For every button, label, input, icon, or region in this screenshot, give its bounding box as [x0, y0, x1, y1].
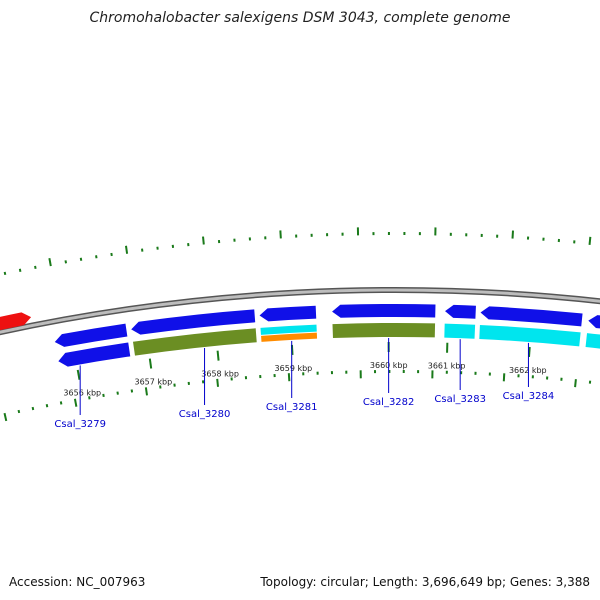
kbp-tick: [527, 346, 531, 358]
feature-tracks: [0, 304, 600, 367]
scale-dot: [574, 379, 577, 388]
blue-gene-arrow: [259, 305, 317, 322]
scale-dot: [18, 268, 22, 272]
scale-dot: [144, 387, 148, 396]
scale-dot: [34, 265, 37, 270]
scale-dot: [202, 236, 205, 245]
scale-dot: [73, 398, 78, 407]
blue-gene-arrow: [332, 304, 436, 318]
red-feature-arrow: [0, 312, 32, 331]
gene-label: Csal_3283: [434, 394, 486, 405]
gene-label: Csal_3284: [503, 391, 555, 402]
blue-gene-arrow: [445, 304, 476, 319]
kbp-tick: [216, 350, 220, 361]
kbp-tick: [148, 358, 153, 369]
scale-dot: [45, 404, 49, 408]
blue-gene-arrow: [588, 315, 600, 329]
scale-dot: [124, 245, 129, 254]
blue-gene-arrow: [54, 323, 128, 347]
gene-feature-band: [585, 333, 600, 349]
scale-dot: [88, 396, 91, 400]
gene-feature-band: [132, 328, 257, 356]
scale-dot: [31, 406, 35, 411]
scale-dot: [216, 378, 220, 387]
gene-feature-band: [332, 322, 436, 339]
blue-gene-arrow: [480, 306, 583, 327]
genome-backbone: [0, 287, 600, 336]
scale-dot: [17, 409, 21, 414]
kbp-tick-label: 3662 kbp: [509, 366, 547, 375]
kbp-tick-label: 3658 kbp: [201, 370, 239, 379]
gene-label: Csal_3281: [266, 402, 318, 413]
kbp-tick-label: 3659 kbp: [275, 364, 313, 373]
kbp-tick-label: 3656 kbp: [63, 388, 101, 397]
scale-dot: [59, 401, 63, 405]
scale-dot: [3, 412, 8, 422]
gene-label: Csal_3280: [179, 409, 231, 420]
scale-dots: [3, 227, 592, 422]
gene-feature-band: [260, 324, 317, 335]
blue-gene-arrow: [131, 309, 256, 335]
scale-dot: [64, 260, 68, 264]
scale-dot: [588, 236, 592, 245]
kbp-tick-label: 3661 kbp: [428, 362, 466, 371]
gene-labels: Csal_3279 Csal_3280 Csal_3281 Csal_3282 Csal…: [54, 338, 554, 430]
gene-label: Csal_3279: [54, 419, 106, 430]
kbp-tick: [76, 369, 81, 380]
gene-feature-band: [479, 324, 581, 347]
gene-feature-band: [444, 323, 476, 339]
accession-text: Accession: NC_007963: [9, 575, 146, 589]
gene-label: Csal_3282: [363, 397, 415, 408]
scale-dot: [3, 271, 7, 276]
scale-dot: [48, 257, 52, 267]
kbp-tick-label: 3657 kbp: [134, 377, 172, 386]
gene-feature-band: [58, 342, 131, 367]
gene-feature-band: [261, 332, 318, 342]
map-title: Chromohalobacter salexigens DSM 3043, co…: [89, 10, 511, 26]
backbone-highlight: [0, 288, 600, 334]
genome-summary-text: Topology: circular; Length: 3,696,649 bp…: [260, 575, 590, 589]
